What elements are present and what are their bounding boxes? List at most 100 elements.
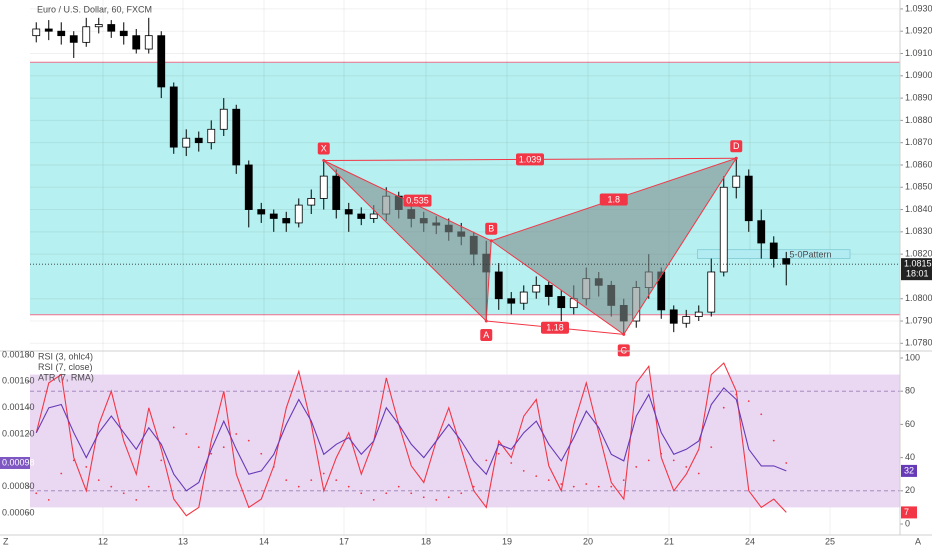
atr-dot: [472, 485, 475, 488]
atr-dot: [685, 466, 688, 468]
candle-body: [494, 271, 503, 300]
atr-dot: [597, 485, 600, 488]
atr-dot: [447, 496, 450, 499]
candle-body: [219, 108, 228, 130]
corner-label: Z: [3, 536, 9, 546]
pattern-point-label-box: [480, 329, 493, 342]
atr-dot: [47, 498, 50, 501]
y-tick-label: 1.09100: [905, 48, 932, 58]
candle-body: [532, 284, 541, 293]
candle-body: [232, 108, 241, 166]
atr-dot: [460, 492, 463, 495]
indicator-line: [35, 387, 787, 492]
atr-dot: [635, 466, 638, 468]
candle-body: [282, 218, 291, 224]
atr-dot: [547, 479, 550, 481]
y-tick-label: 60: [905, 419, 915, 429]
atr-dot: [210, 452, 213, 455]
ratio-label: 0.535: [406, 196, 429, 206]
y-tick-label: 1.08800: [905, 115, 932, 125]
x-tick-label: 24: [745, 536, 755, 546]
atr-dot: [372, 498, 375, 501]
y-tick-label: 1.08400: [905, 204, 932, 214]
atr-dot: [297, 485, 300, 488]
y2-tick-label: 0.00180: [2, 349, 35, 359]
atr-dot: [747, 400, 750, 403]
candle-body: [357, 213, 366, 219]
y-tick-label: 1.08900: [905, 92, 932, 102]
legend-entry: RSI (7, close): [38, 362, 93, 372]
pattern-point: [484, 319, 488, 323]
atr-dot: [647, 459, 650, 462]
candle-body: [519, 291, 528, 304]
y-tick-label: 20: [905, 485, 915, 495]
candle-body: [157, 35, 166, 88]
candle-body: [244, 164, 253, 210]
atr-dot: [510, 462, 513, 464]
atr-dot: [435, 498, 438, 501]
y2-tick-label: 0.00060: [2, 507, 35, 517]
y-tick-label: 1.08700: [905, 137, 932, 147]
candle-body: [269, 213, 278, 219]
last-value-box: [0, 456, 30, 469]
candle-body: [769, 242, 778, 259]
atr-dot: [97, 479, 100, 481]
pattern-point: [622, 332, 626, 336]
atr-dot: [35, 492, 38, 495]
pattern-point: [489, 239, 493, 243]
atr-dot: [660, 452, 663, 455]
y-tick-label: 1.09200: [905, 26, 932, 36]
candle-body: [82, 26, 91, 43]
atr-dot: [622, 479, 625, 481]
candle-body: [32, 28, 41, 37]
atr-dot: [560, 483, 563, 485]
candle-body: [557, 296, 566, 309]
y2-tick-label: 0.00080: [2, 481, 35, 491]
zone-label: 5-0Pattern: [790, 250, 832, 260]
ratio-label-box: [541, 321, 569, 334]
pattern-point: [734, 156, 738, 160]
candle-body: [782, 258, 791, 265]
ratio-label: 1.039: [519, 154, 542, 164]
atr-dot: [360, 492, 363, 495]
y-tick-label: 1.08200: [905, 249, 932, 259]
atr-dot: [485, 459, 488, 462]
ratio-label: 1.18: [546, 323, 564, 333]
atr-dot: [710, 446, 713, 449]
candle-body: [107, 24, 116, 32]
y-tick-label: 1.09300: [905, 3, 932, 13]
candle-body: [119, 30, 128, 37]
atr-dot: [135, 498, 138, 501]
atr-dot: [310, 479, 313, 481]
last-price-box: [901, 258, 932, 281]
last-value-label: 7: [904, 507, 909, 517]
legend-entry: RSI (3, ohlc4): [38, 351, 93, 361]
y-tick-label: 1.07900: [905, 315, 932, 325]
pattern-point: [322, 159, 326, 163]
y-tick-label: 100: [905, 352, 920, 362]
atr-dot: [235, 433, 238, 435]
candle-body: [169, 86, 178, 148]
candle-body: [369, 213, 378, 219]
atr-dot: [160, 459, 163, 462]
candle-body: [694, 311, 703, 317]
x-tick-label: 19: [502, 536, 512, 546]
candle-body: [757, 220, 766, 244]
atr-dot: [72, 459, 75, 462]
atr-dot: [147, 485, 150, 488]
candle-body: [344, 209, 353, 215]
atr-dot: [347, 485, 350, 488]
ratio-label-box: [516, 153, 544, 166]
atr-dot: [410, 492, 413, 495]
atr-dot: [60, 472, 63, 475]
candle-body: [707, 271, 716, 313]
atr-dot: [247, 439, 250, 442]
ratio-label: 1.8: [607, 194, 620, 204]
atr-dot: [85, 466, 88, 468]
y-tick-label: 80: [905, 386, 915, 396]
y-tick-label: 1.07800: [905, 338, 932, 348]
atr-dot: [397, 485, 400, 488]
atr-dot: [172, 426, 175, 429]
atr-dot: [572, 485, 575, 488]
candle-body: [319, 175, 328, 199]
